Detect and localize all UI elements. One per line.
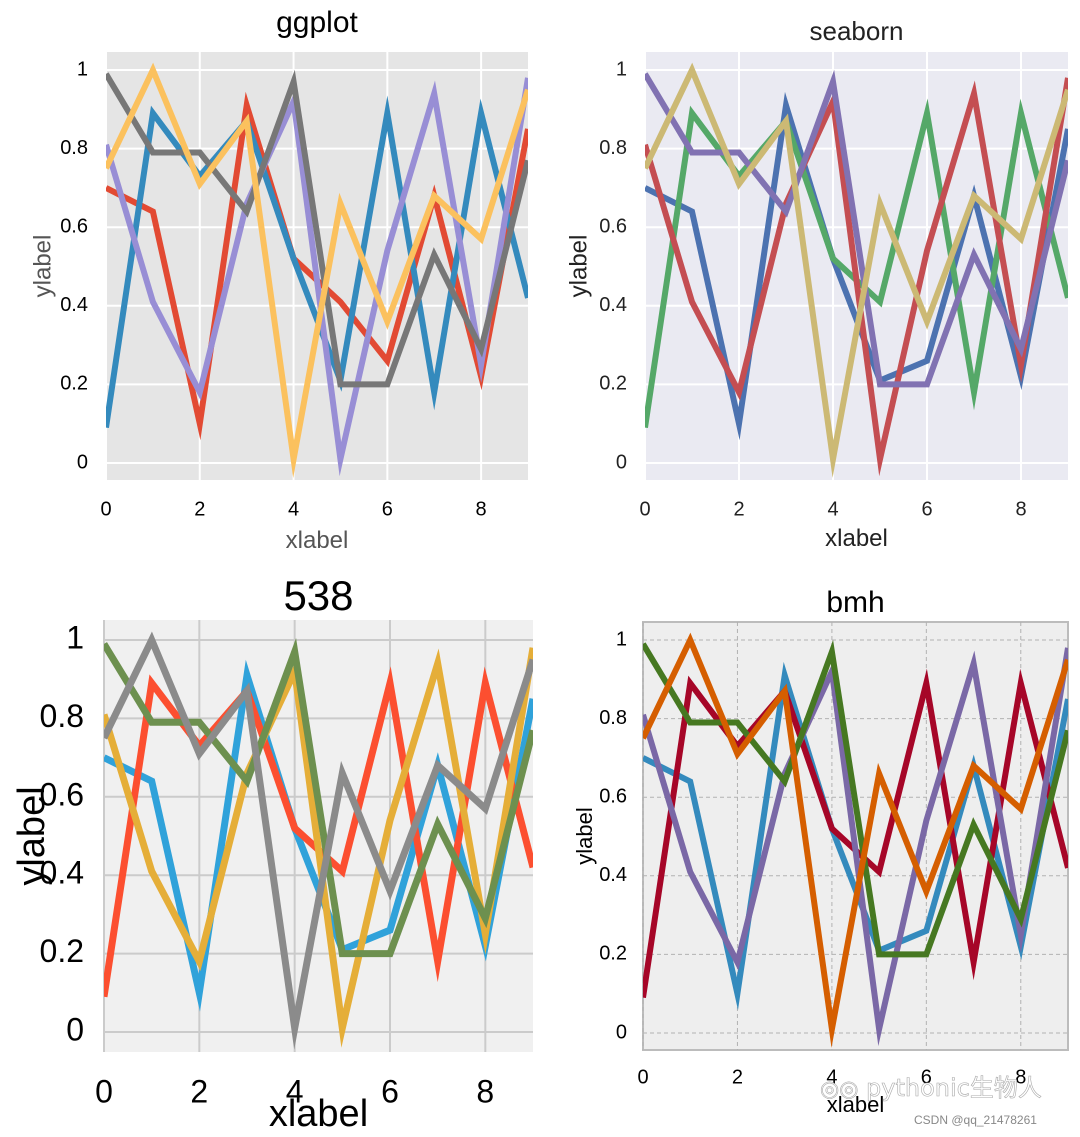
y-tick-label: 0.2 <box>40 933 84 969</box>
x-tick-label: 0 <box>639 498 650 520</box>
x-tick-label: 8 <box>476 498 487 520</box>
watermark-credit: CSDN @qq_21478261 <box>914 1113 1037 1127</box>
y-tick-label: 0.6 <box>599 785 627 807</box>
x-tick-label: 6 <box>381 1073 399 1109</box>
series-line-3 <box>104 647 533 1048</box>
series-line-4 <box>645 69 1068 388</box>
series-line-3 <box>645 77 1068 477</box>
series-group <box>104 631 533 1050</box>
x-tick-label: 2 <box>733 498 744 520</box>
chart-panel-4: 0 0.2 0.4 0.6 0.8 1 0 2 4 6 8 bmh xlabel ylabel <box>572 586 1069 1117</box>
x-tick-label: 0 <box>95 1073 113 1109</box>
series-group <box>106 62 528 478</box>
series-line-3 <box>106 77 528 477</box>
x-tick-label: 4 <box>286 1073 304 1109</box>
chart-panel-2: 0 0.2 0.4 0.6 0.8 1 0 2 4 6 8 seaborn xlabel ylabel <box>565 16 1068 552</box>
y-tick-label: 0 <box>616 1021 627 1043</box>
y-tick-label: 0.8 <box>599 707 627 729</box>
series-line-5 <box>104 631 533 1050</box>
series-line-4 <box>106 69 528 388</box>
x-tick-label: 8 <box>1015 498 1026 520</box>
y-axis-label: ylabel <box>572 807 597 864</box>
x-axis-label: xlabel <box>269 1093 368 1135</box>
y-tick-label: 0.4 <box>60 294 88 316</box>
series-group <box>643 632 1068 1048</box>
x-tick-label: 2 <box>194 498 205 520</box>
y-tick-label: 0 <box>616 451 627 473</box>
chart-panel-1: 0 0.2 0.4 0.6 0.8 1 0 2 4 6 8 ggplot xlabel ylabel <box>29 6 528 554</box>
x-axis-label: xlabel <box>286 527 349 554</box>
x-tick-label: 6 <box>382 498 393 520</box>
x-tick-label: 4 <box>288 498 299 520</box>
chart-title: seaborn <box>810 16 904 46</box>
y-tick-label: 1 <box>77 58 88 80</box>
series-line-4 <box>104 637 533 958</box>
series-line-5 <box>643 632 1068 1048</box>
x-axis-label: xlabel <box>825 525 888 552</box>
x-tick-label: 0 <box>100 498 111 520</box>
y-tick-label: 0.8 <box>599 137 627 159</box>
x-tick-label: 8 <box>1015 1066 1026 1088</box>
x-tick-label: 4 <box>827 498 838 520</box>
series-group <box>645 62 1068 478</box>
wechat-icon: ◎◎ <box>820 1077 859 1103</box>
y-tick-label: 0.6 <box>599 215 627 237</box>
series-line-4 <box>643 639 1068 958</box>
y-tick-label: 0.4 <box>599 294 627 316</box>
y-axis-label: ylabel <box>11 786 53 885</box>
y-tick-label: 0.8 <box>60 137 88 159</box>
x-tick-label: 2 <box>190 1073 208 1109</box>
x-tick-label: 4 <box>826 1066 837 1088</box>
x-tick-label: 0 <box>637 1066 648 1088</box>
x-tick-label: 6 <box>921 1066 932 1088</box>
y-axis-label: ylabel <box>565 235 592 298</box>
y-tick-label: 0.2 <box>60 373 88 395</box>
y-tick-label: 1 <box>616 58 627 80</box>
y-tick-label: 0.6 <box>60 215 88 237</box>
y-axis-label: ylabel <box>29 235 56 298</box>
x-tick-label: 2 <box>732 1066 743 1088</box>
chart-title: ggplot <box>276 6 358 39</box>
series-line-5 <box>645 62 1068 478</box>
y-tick-label: 0 <box>77 451 88 473</box>
x-tick-label: 6 <box>921 498 932 520</box>
y-tick-label: 0.4 <box>40 855 84 891</box>
y-tick-label: 0.8 <box>40 698 84 734</box>
y-tick-label: 0.2 <box>599 373 627 395</box>
chart-title: bmh <box>826 586 884 619</box>
y-tick-label: 0 <box>66 1011 84 1047</box>
x-axis-label: xlabel <box>827 1092 884 1117</box>
watermark: ◎◎ pythonic生物人 <box>820 1068 1042 1103</box>
series-line-5 <box>106 62 528 478</box>
y-tick-label: 0.2 <box>599 943 627 965</box>
chart-title: 538 <box>283 572 353 619</box>
y-tick-label: 0.4 <box>599 864 627 886</box>
watermark-text: pythonic生物人 <box>866 1074 1042 1103</box>
y-tick-label: 1 <box>66 619 84 655</box>
y-tick-label: 0.6 <box>40 776 84 812</box>
x-tick-label: 8 <box>476 1073 494 1109</box>
chart-panel-3: 0 0.2 0.4 0.6 0.8 1 0 2 4 6 8 538 xlabel ylabel <box>11 572 533 1135</box>
series-line-3 <box>643 647 1068 1047</box>
y-tick-label: 1 <box>616 628 627 650</box>
